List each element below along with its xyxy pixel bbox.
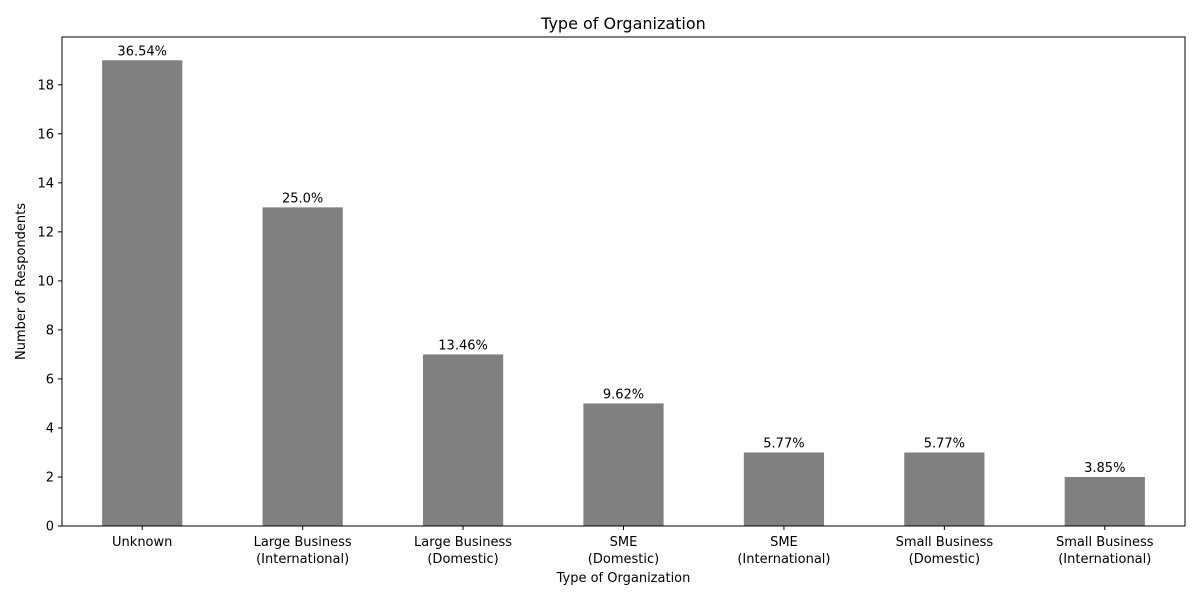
x-axis: Unknown Large Business (International) Larg… xyxy=(112,526,1154,567)
x-tick-label: Unknown xyxy=(112,535,172,550)
bar-value-label: 13.46% xyxy=(438,338,488,353)
bar-value-label: 3.85% xyxy=(1084,461,1125,476)
y-tick-label: 16 xyxy=(37,127,54,142)
x-tick-label: Small Business (International) xyxy=(1056,535,1154,567)
bar-labels-group: 36.54% 25.0% 13.46% 9.62% 5.77% 5.77% 3.85% xyxy=(117,44,1125,476)
bar xyxy=(422,354,504,526)
bar-value-label: 25.0% xyxy=(282,191,323,206)
bar xyxy=(583,403,664,526)
bar xyxy=(743,452,825,526)
bar-value-label: 5.77% xyxy=(763,436,804,451)
x-axis-label: Type of Organization xyxy=(556,571,691,586)
bar xyxy=(1064,476,1145,526)
bar xyxy=(102,60,183,527)
bar-value-label: 9.62% xyxy=(603,387,644,402)
y-tick-label: 2 xyxy=(46,470,54,485)
chart-title: Type of Organization xyxy=(540,14,706,33)
y-axis-label: Number of Respondents xyxy=(14,203,29,360)
y-tick-label: 14 xyxy=(37,176,54,191)
bar xyxy=(904,452,985,526)
bar xyxy=(262,207,343,526)
y-tick-label: 18 xyxy=(37,78,54,93)
x-tick-label: Large Business (International) xyxy=(254,535,352,567)
y-tick-label: 4 xyxy=(46,421,54,436)
x-tick-label: Small Business (Domestic) xyxy=(896,535,994,567)
y-tick-label: 10 xyxy=(37,274,54,289)
y-tick-label: 0 xyxy=(46,520,54,535)
x-tick-label: SME (Domestic) xyxy=(588,535,659,567)
y-tick-label: 6 xyxy=(46,372,54,387)
bar-value-label: 5.77% xyxy=(924,436,965,451)
plot-frame xyxy=(61,36,1186,527)
bars-group xyxy=(102,60,1145,527)
y-axis: 0 2 4 6 8 10 12 14 16 18 xyxy=(37,78,62,535)
y-tick-label: 8 xyxy=(46,323,54,338)
y-tick-label: 12 xyxy=(37,225,54,240)
bar-value-label: 36.54% xyxy=(117,44,167,59)
x-tick-label: SME (International) xyxy=(737,535,830,567)
x-tick-label: Large Business (Domestic) xyxy=(414,535,512,567)
